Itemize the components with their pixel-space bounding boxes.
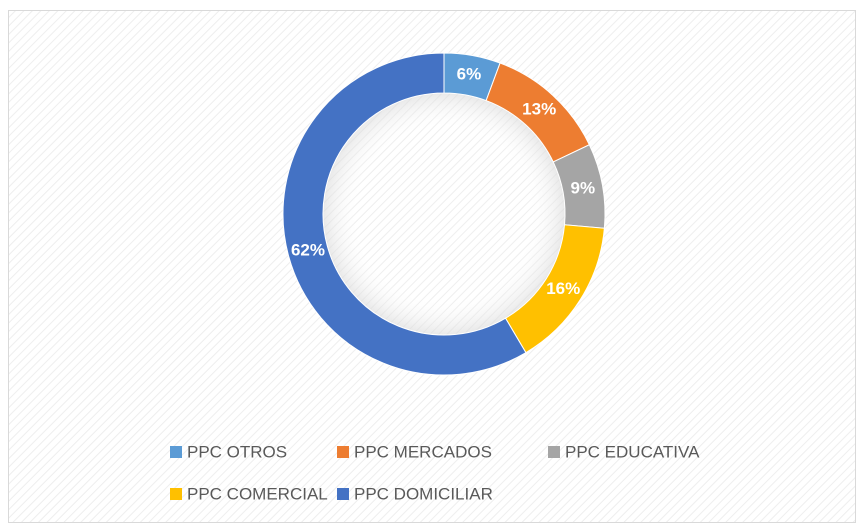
legend-label: PPC DOMICILIAR [354,484,493,503]
legend-label: PPC MERCADOS [354,442,492,461]
data-label: 9% [570,179,595,198]
legend-label: PPC OTROS [187,442,287,461]
data-label: 62% [291,241,325,260]
data-label: 6% [457,65,482,84]
labels: 6% 13% 9% 16% 62% [291,65,595,298]
data-label: 13% [522,99,556,118]
legend-swatch [170,446,182,458]
data-label: 16% [546,279,580,298]
legend-swatch [548,446,560,458]
legend-swatch [170,488,182,500]
legend-label: PPC COMERCIAL [187,484,328,503]
legend-swatch [337,446,349,458]
slices [282,52,606,376]
legend: PPC OTROS PPC MERCADOS PPC EDUCATIVA PPC CO… [170,442,700,503]
donut-slice [282,52,527,376]
legend-label: PPC EDUCATIVA [565,442,700,461]
donut-hole [322,92,566,336]
legend-swatch [337,488,349,500]
